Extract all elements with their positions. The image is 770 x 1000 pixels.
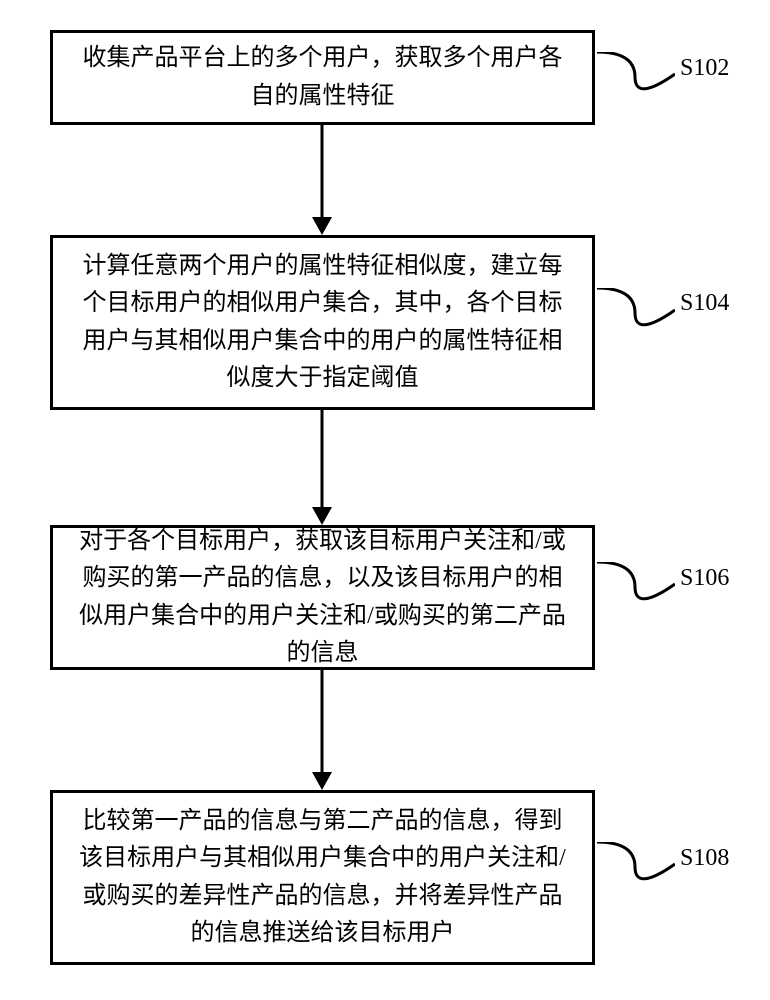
node-text: 比较第一产品的信息与第二产品的信息，得到该目标用户与其相似用户集合中的用户关注和… — [73, 803, 572, 952]
node-text: 收集产品平台上的多个用户，获取多个用户各自的属性特征 — [73, 40, 572, 114]
bracket-connector — [597, 288, 675, 338]
arrow-connector — [307, 125, 337, 235]
arrow-connector — [307, 410, 337, 525]
flowchart-node-s108: 比较第一产品的信息与第二产品的信息，得到该目标用户与其相似用户集合中的用户关注和… — [50, 790, 595, 965]
step-label: S108 — [680, 845, 729, 872]
flowchart-container: 收集产品平台上的多个用户，获取多个用户各自的属性特征 S102 计算任意两个用户… — [0, 0, 770, 1000]
flowchart-node-s102: 收集产品平台上的多个用户，获取多个用户各自的属性特征 — [50, 30, 595, 125]
node-text: 计算任意两个用户的属性特征相似度，建立每个目标用户的相似用户集合，其中，各个目标… — [73, 248, 572, 397]
bracket-connector — [597, 842, 675, 892]
step-label: S104 — [680, 290, 729, 317]
step-label: S102 — [680, 55, 729, 82]
flowchart-node-s106: 对于各个目标用户，获取该目标用户关注和/或购买的第一产品的信息，以及该目标用户的… — [50, 525, 595, 670]
step-label: S106 — [680, 565, 729, 592]
node-text: 对于各个目标用户，获取该目标用户关注和/或购买的第一产品的信息，以及该目标用户的… — [73, 523, 572, 672]
bracket-connector — [597, 52, 675, 102]
arrow-connector — [307, 670, 337, 790]
bracket-connector — [597, 562, 675, 612]
flowchart-node-s104: 计算任意两个用户的属性特征相似度，建立每个目标用户的相似用户集合，其中，各个目标… — [50, 235, 595, 410]
